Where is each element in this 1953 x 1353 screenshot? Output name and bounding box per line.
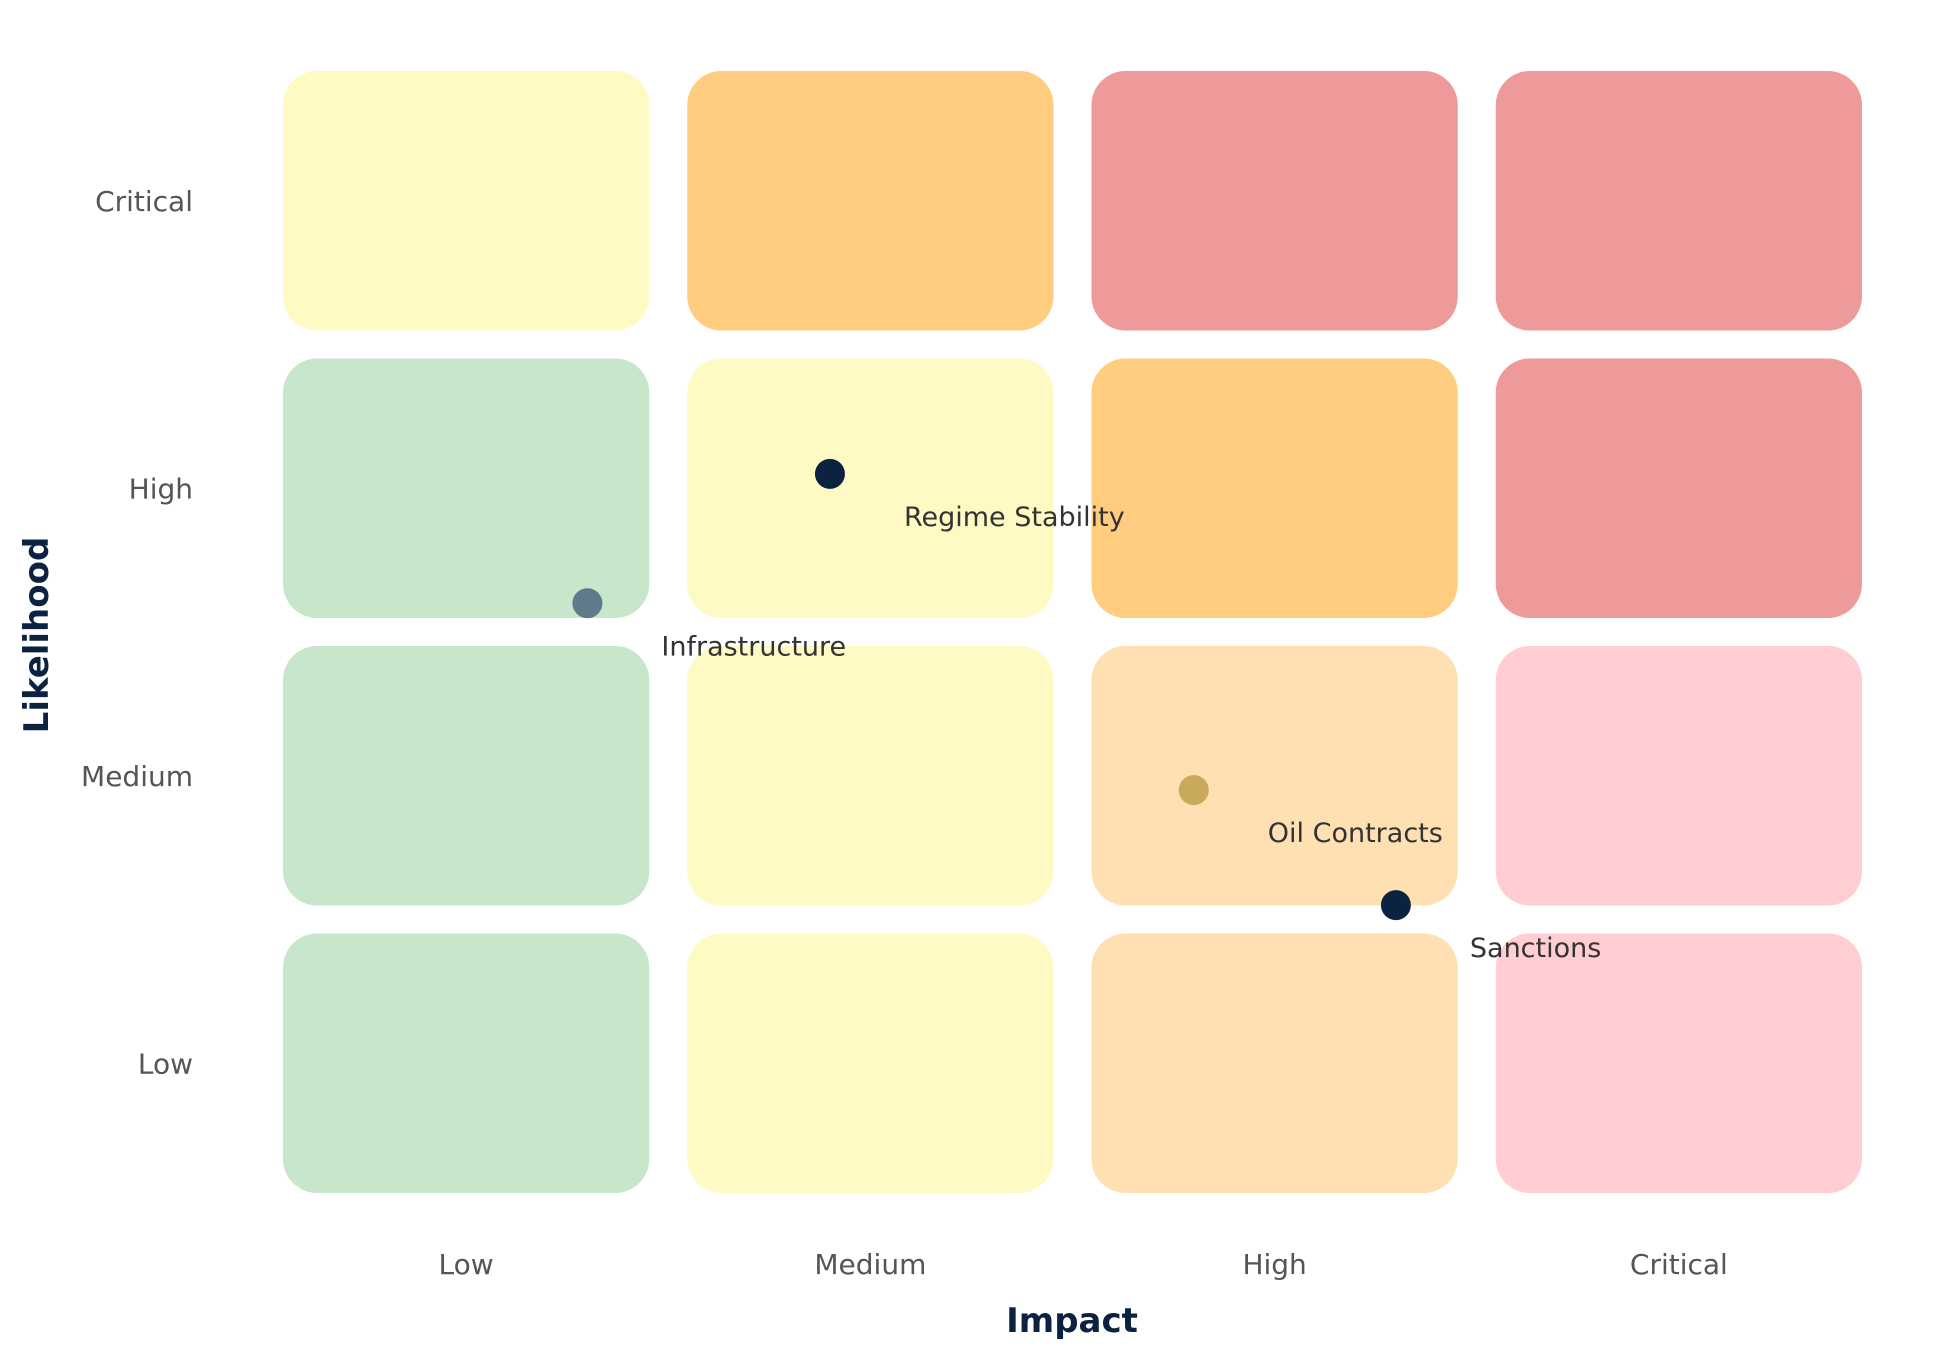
cell-high-critical bbox=[1495, 358, 1862, 618]
cell-high-medium bbox=[687, 358, 1054, 618]
x-tick-labels: Low Medium High Critical bbox=[439, 1248, 1728, 1281]
cell-critical-medium bbox=[687, 71, 1054, 331]
risk-point-marker bbox=[572, 588, 603, 619]
x-tick-label: High bbox=[1242, 1248, 1306, 1281]
risk-point-label: Sanctions bbox=[1470, 933, 1601, 964]
risk-point-label: Infrastructure bbox=[661, 631, 846, 662]
risk-point-marker bbox=[814, 458, 845, 489]
x-tick-label: Medium bbox=[814, 1248, 926, 1281]
cell-low-medium bbox=[687, 933, 1054, 1193]
risk-point-marker bbox=[1380, 890, 1411, 921]
cell-low-low bbox=[283, 933, 650, 1193]
cell-low-critical bbox=[1495, 933, 1862, 1193]
x-tick-label: Low bbox=[439, 1248, 494, 1281]
risk-point-marker bbox=[1178, 775, 1209, 806]
cell-high-high bbox=[1091, 358, 1458, 618]
risk-points: Regime Stability Infrastructure Oil Contra… bbox=[572, 458, 1601, 964]
risk-point-label: Oil Contracts bbox=[1268, 818, 1443, 849]
cell-critical-critical bbox=[1495, 71, 1862, 331]
cell-medium-medium bbox=[687, 646, 1054, 906]
y-tick-label: High bbox=[129, 472, 193, 505]
matrix-cells bbox=[283, 71, 1862, 1193]
y-tick-label: Critical bbox=[95, 185, 193, 218]
cell-critical-low bbox=[283, 71, 650, 331]
y-tick-label: Medium bbox=[81, 760, 193, 793]
cell-medium-low bbox=[283, 646, 650, 906]
y-tick-label: Low bbox=[138, 1047, 193, 1080]
x-axis-title: Impact bbox=[1006, 1301, 1138, 1341]
y-axis-title: Likelihood bbox=[17, 537, 57, 734]
cell-medium-critical bbox=[1495, 646, 1862, 906]
risk-point-label: Regime Stability bbox=[904, 502, 1125, 533]
x-tick-label: Critical bbox=[1630, 1248, 1728, 1281]
cell-low-high bbox=[1091, 933, 1458, 1193]
cell-medium-high bbox=[1091, 646, 1458, 906]
cell-high-low bbox=[283, 358, 650, 618]
y-tick-labels: Low Medium High Critical bbox=[81, 185, 193, 1081]
cell-critical-high bbox=[1091, 71, 1458, 331]
